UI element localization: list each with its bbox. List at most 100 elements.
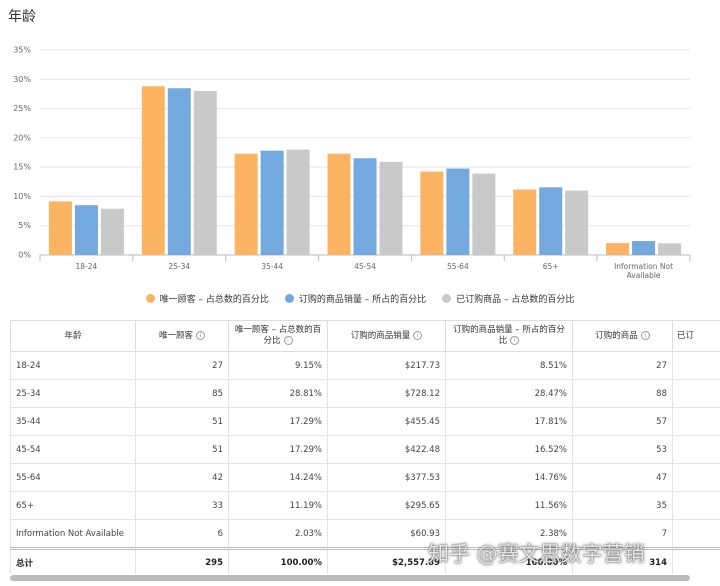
header-text: 订购的商品销量 [350, 330, 411, 341]
header-text: 唯一顾客 [158, 330, 193, 341]
table-cell: 47 [572, 463, 673, 492]
table-cell: 17.29% [228, 407, 328, 436]
table-cell-empty [672, 491, 720, 520]
bar [472, 173, 496, 255]
bar [513, 189, 537, 255]
table-cell: 88 [572, 379, 673, 408]
table-cell: 16.52% [445, 435, 573, 464]
bar [565, 190, 589, 255]
table-cell: Information Not Available [10, 519, 136, 549]
table-cell: 14.24% [228, 463, 328, 492]
table-cell: 42 [135, 463, 229, 492]
legend-item[interactable]: 已订购商品 – 占总数的百分比 [442, 292, 574, 305]
legend-swatch [442, 294, 452, 303]
table-row: 45-54 51 17.29% $422.48 16.52% 53 [10, 435, 720, 464]
table-cell: 17.81% [445, 407, 573, 436]
bar [446, 168, 470, 255]
header-text: 已订 [677, 330, 695, 341]
table-cell-empty [672, 463, 720, 492]
info-icon: i [510, 336, 520, 345]
table-cell: $60.93 [327, 519, 446, 549]
y-tick-label: 15% [13, 163, 31, 172]
y-tick-label: 30% [13, 75, 31, 84]
bar [606, 243, 630, 255]
column-header: 年龄 [10, 320, 136, 352]
x-tick-label: 65+ [542, 262, 559, 271]
table-row: 55-64 42 14.24% $377.53 14.76% 47 [10, 463, 720, 492]
legend: 唯一顾客 – 占总数的百分比 订购的商品销量 – 所占的百分比 已订购商品 – 占总… [0, 292, 720, 305]
legend-label: 已订购商品 – 占总数的百分比 [456, 295, 575, 305]
x-tick-label: Information Not Available [614, 262, 674, 280]
table-cell-empty [672, 407, 720, 436]
info-icon: i [413, 330, 423, 340]
bar [193, 91, 217, 255]
bar [379, 161, 403, 255]
table-cell: 45-54 [10, 435, 136, 464]
legend-label: 唯一顾客 – 占总数的百分比 [159, 295, 269, 305]
table-cell: 2.03% [228, 519, 328, 549]
table-row: 35-44 51 17.29% $455.45 17.81% 57 [10, 407, 720, 436]
table-cell: 2.38% [445, 519, 573, 549]
table-cell: $377.53 [327, 463, 446, 492]
y-tick-label: 10% [13, 192, 31, 201]
y-tick-label: 0% [18, 251, 31, 260]
table-cell: 28.81% [228, 379, 328, 408]
table-cell: 11.56% [445, 491, 573, 520]
table-cell: $217.73 [327, 351, 446, 380]
bar [286, 149, 310, 255]
table-cell: 27 [135, 351, 229, 380]
table-cell: $422.48 [327, 435, 446, 464]
bar [167, 88, 191, 255]
watermark: 知乎 @赛文思数字营销 [428, 542, 645, 566]
bar [141, 86, 165, 256]
info-icon: i [283, 336, 293, 345]
chart: 0% 5% 10% 15% 20% 25% 30% 35% [13, 46, 691, 261]
table-cell: 25-34 [10, 379, 136, 408]
bar [353, 158, 377, 255]
legend-item[interactable]: 唯一顾客 – 占总数的百分比 [145, 292, 269, 305]
column-header: 订购的商品销量 – 所占的百分比 i [445, 320, 573, 352]
table-cell: 57 [572, 407, 673, 436]
table-cell: 7 [572, 519, 673, 549]
bar [234, 153, 258, 255]
x-tick-label: 25-34 [168, 262, 191, 271]
scrollbar[interactable] [10, 575, 690, 581]
legend-swatch [145, 294, 155, 303]
table-cell: 33 [135, 491, 229, 520]
header-text: 订购的商品 [595, 330, 638, 341]
table-row: 65+ 33 11.19% $295.65 11.56% 35 [10, 491, 720, 520]
y-tick-label: 20% [13, 133, 31, 142]
header-text: 年龄 [64, 330, 82, 341]
bar [100, 208, 124, 255]
table-cell: 100.00% [228, 547, 328, 574]
table-cell: 85 [135, 379, 229, 408]
table-cell-empty [672, 351, 720, 380]
table-cell: 6 [135, 519, 229, 549]
column-header: 唯一顾客 – 占总数的百分比 i [228, 320, 328, 352]
table-cell: 53 [572, 435, 673, 464]
column-header: 唯一顾客 i [135, 320, 229, 352]
table-cell: 14.76% [445, 463, 573, 492]
column-header: 已订 [672, 320, 720, 352]
legend-item[interactable]: 订购的商品销量 – 所占的百分比 [284, 292, 426, 305]
header-row: 年龄 唯一顾客 i 唯一顾客 – 占总数的百分比 i 订购的商品销量 i 订购的商品销量 – … [10, 320, 720, 352]
table-cell-empty [672, 435, 720, 464]
total-row: 总计 295 100.00% $2,557.89 100.00% 314 [10, 547, 720, 574]
table-cell: 55-64 [10, 463, 136, 492]
table-row: 25-34 85 28.81% $728.12 28.47% 88 [10, 379, 720, 408]
table-cell: 18-24 [10, 351, 136, 380]
data-table: 年龄 唯一顾客 i 唯一顾客 – 占总数的百分比 i 订购的商品销量 i 订购的商品销量 – … [10, 320, 720, 574]
table-cell: 35-44 [10, 407, 136, 436]
table-cell: $455.45 [327, 407, 446, 436]
info-icon: i [196, 330, 205, 340]
y-tick-label: 5% [18, 221, 31, 230]
x-tick-label: 18-24 [75, 262, 98, 271]
table-container: 年龄 唯一顾客 i 唯一顾客 – 占总数的百分比 i 订购的商品销量 i 订购的商品销量 – … [10, 320, 720, 574]
table-cell: 65+ [10, 491, 136, 520]
x-tick-label: 45-54 [354, 262, 376, 271]
table-cell: $728.12 [327, 379, 446, 408]
table-cell: $2,557.89 [327, 547, 446, 574]
table-cell: 35 [572, 491, 673, 520]
table-cell-empty [672, 519, 720, 549]
